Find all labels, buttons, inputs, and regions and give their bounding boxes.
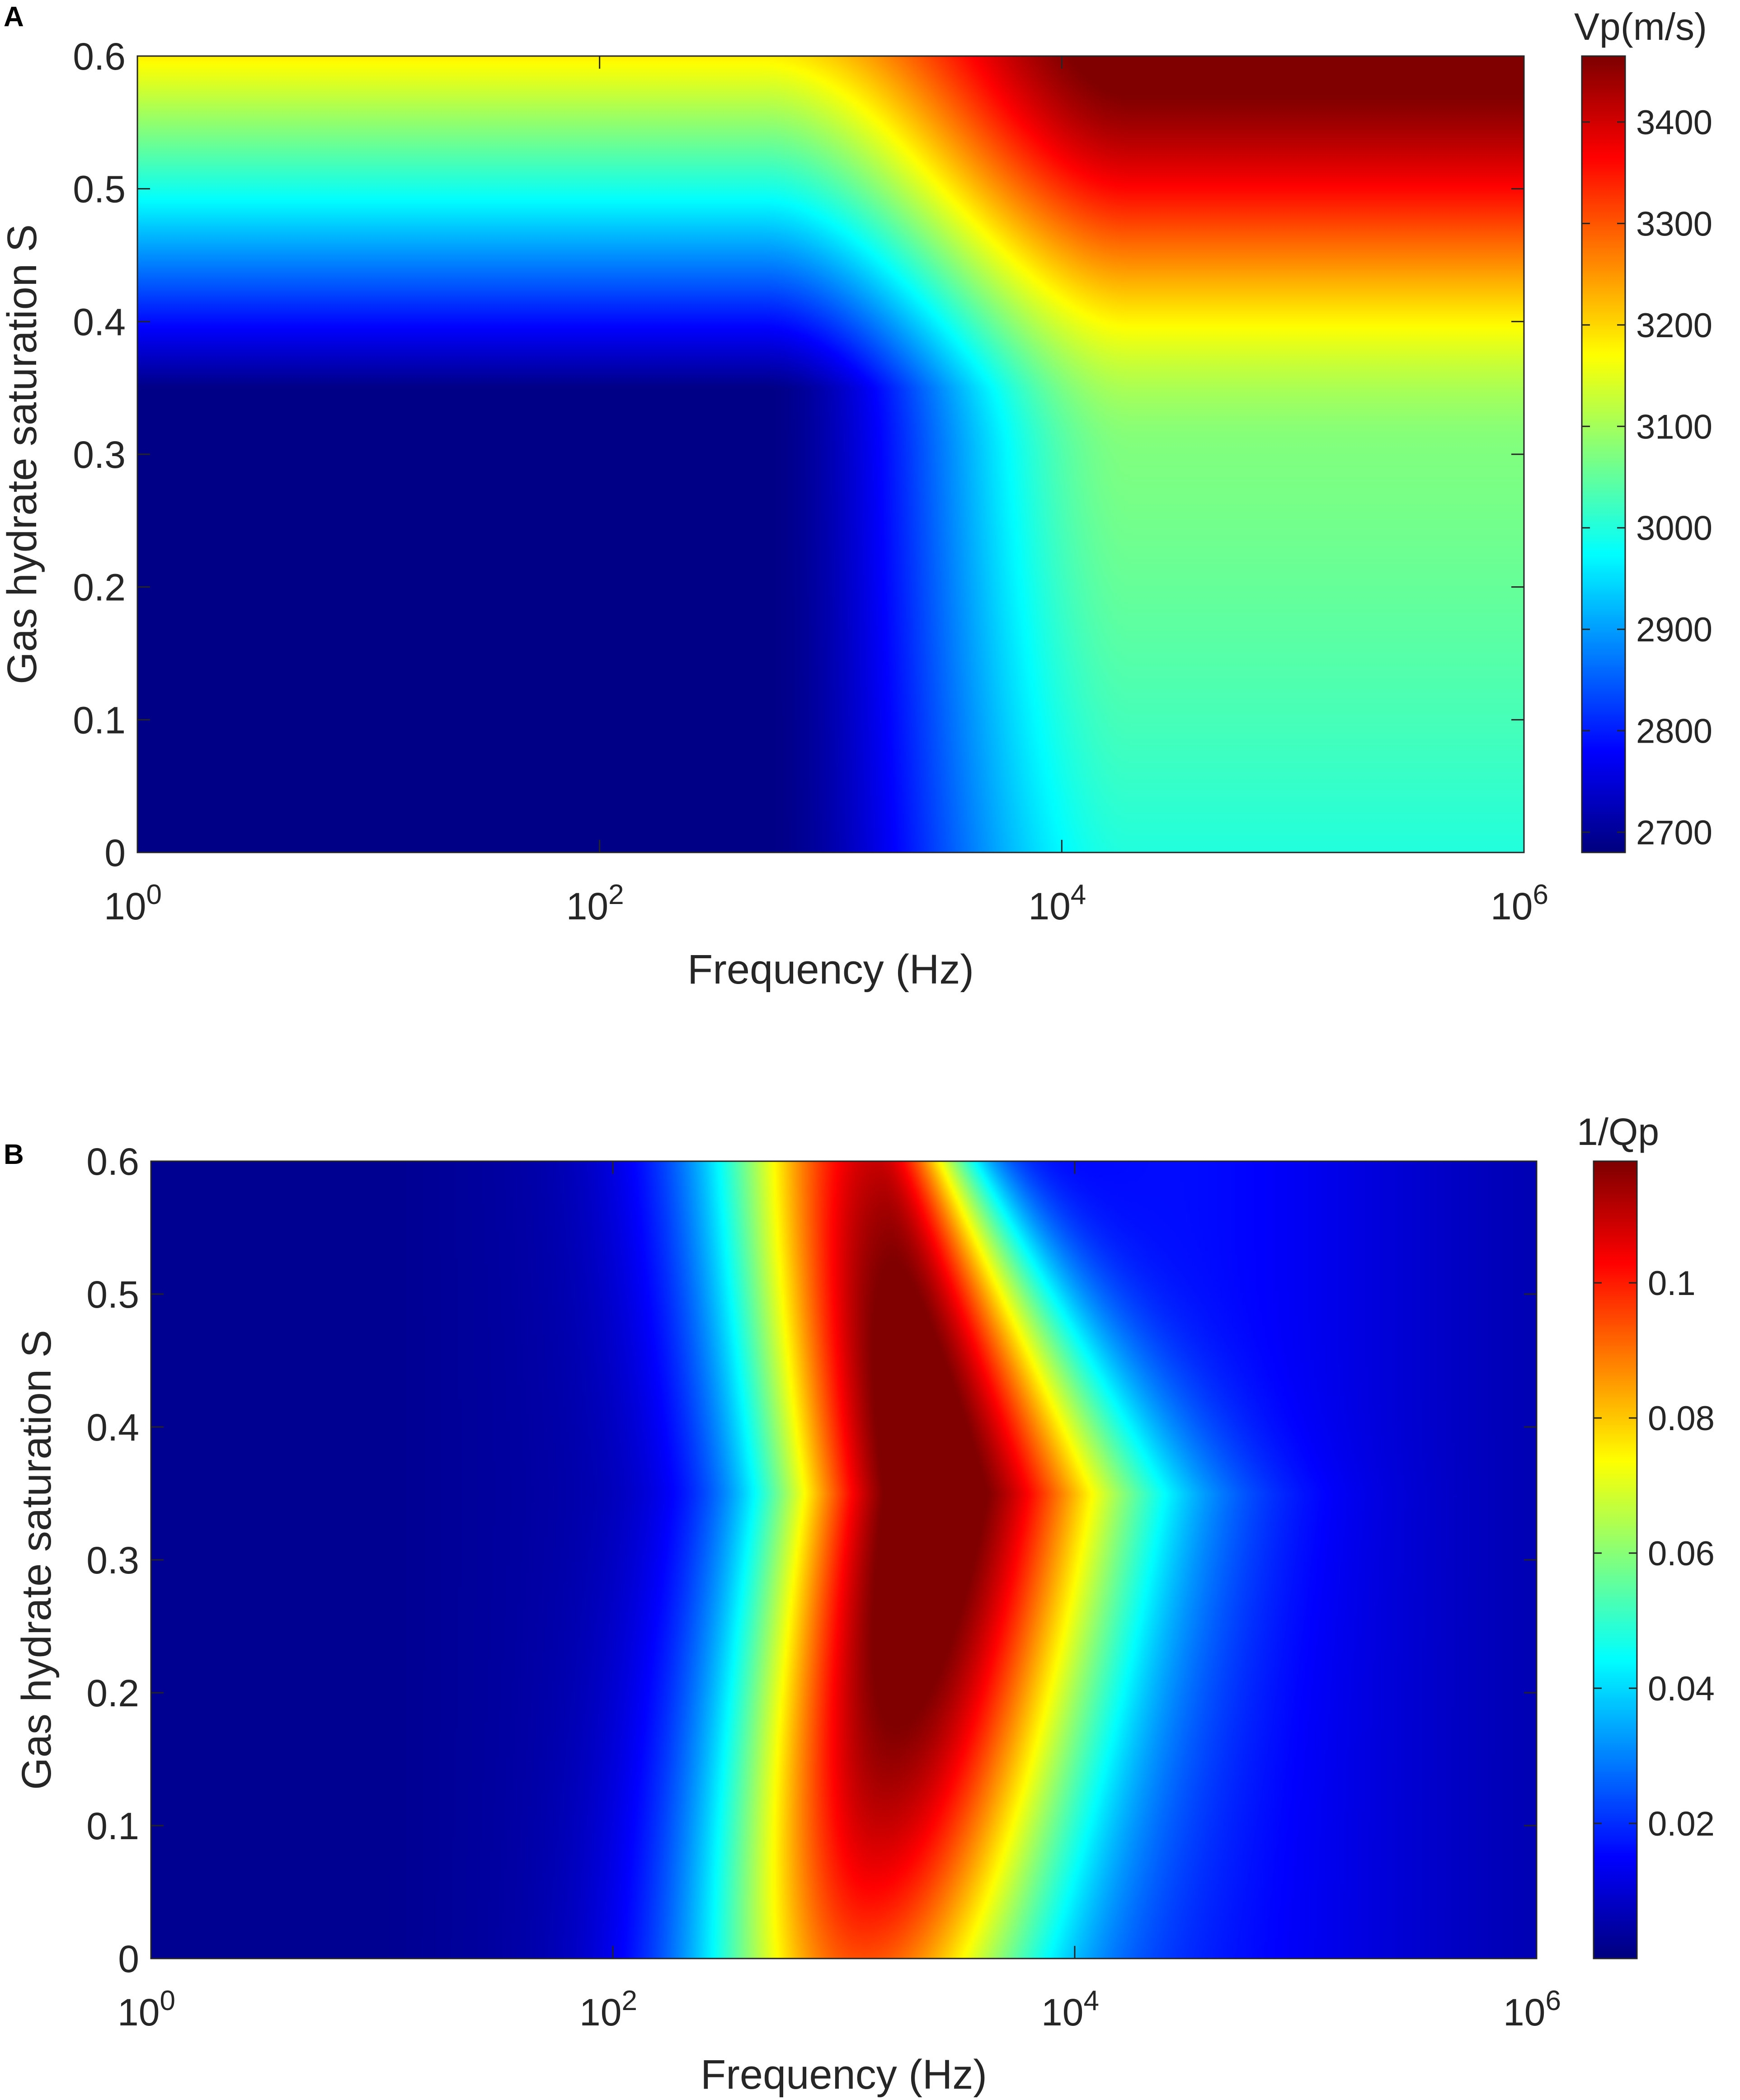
panel-a-letter: A: [4, 1, 24, 33]
panel-b-y-tick-label: 0.1: [86, 1805, 139, 1847]
panel-b-y-tick-label: 0.3: [86, 1539, 139, 1582]
panel-b-x-tick-label: 106: [1503, 1985, 1561, 2034]
panel-a-colorbar-tick-label: 3300: [1636, 205, 1712, 243]
panel-a-x-tick-exponent: 6: [1533, 879, 1548, 910]
panel-a-colorbar-title: Vp(m/s): [1574, 5, 1707, 48]
panel-b-colorbar-tick-label: 0.06: [1648, 1535, 1715, 1573]
panel-a-y-tick-label: 0.6: [73, 35, 126, 78]
panel-a-x-tick-exponent: 4: [1071, 879, 1086, 910]
panel-b-x-tick-base: 10: [1041, 1991, 1083, 2034]
panel-a-y-tick-label: 0: [104, 832, 126, 874]
panel-a-colorbar-tick-label: 3200: [1636, 306, 1712, 345]
panel-b-letter: B: [4, 1139, 24, 1170]
panel-b-colorbar-tick-label: 0.08: [1648, 1399, 1715, 1438]
panel-a-heatmap: [137, 56, 1524, 852]
panel-a-x-tick-base: 10: [566, 885, 608, 928]
panel-b-x-axis-label: Frequency (Hz): [701, 2052, 987, 2098]
panel-b-heatmap: [151, 1161, 1537, 1959]
panel-a-colorbar-axis: 2700 2800 2900 3000 3100 3200 3300 3400: [1582, 104, 1712, 852]
panel-b-y-tick-label: 0.2: [86, 1672, 139, 1714]
panel-b-x-tick-base: 10: [1503, 1991, 1545, 2034]
panel-a-colorbar-tick-label: 2900: [1636, 611, 1712, 649]
panel-b-colorbar-tick-label: 0.1: [1648, 1264, 1696, 1303]
panel-b-x-tick-label: 102: [579, 1985, 637, 2034]
panel-b-colorbar-tick-label: 0.04: [1648, 1670, 1715, 1708]
panel-b-x-tick-label: 100: [118, 1985, 175, 2034]
panel-b-colorbar-frame: [1593, 1160, 1638, 1959]
panel-b-colorbar-axis: 0.02 0.04 0.06 0.08 0.1: [1594, 1264, 1715, 1843]
panel-a-y-tick-label: 0.5: [73, 168, 126, 211]
panel-b-x-tick-label: 104: [1041, 1985, 1099, 2034]
panel-a-colorbar: [1582, 56, 1625, 852]
panel-b-y-tick-label: 0.5: [86, 1273, 139, 1316]
panel-a-x-tick-base: 10: [104, 885, 146, 928]
panel-a-x-tick-base: 10: [1491, 885, 1533, 928]
panel-a-colorbar-tick-label: 2800: [1636, 712, 1712, 751]
panel-a-colorbar-tick-label: 3400: [1636, 104, 1712, 142]
panel-a-colorbar-frame: [1581, 55, 1626, 853]
panel-a-y-tick-label: 0.2: [73, 566, 126, 609]
panel-b-y-tick-label: 0.4: [86, 1406, 139, 1449]
panel-a-x-tick-label: 102: [566, 879, 624, 928]
panel-b-x-tick-exponent: 0: [160, 1985, 175, 2016]
panel-a-x-tick-label: 100: [104, 879, 162, 928]
panel-b-colorbar-tick-label: 0.02: [1648, 1805, 1715, 1843]
panel-b-y-tick-label: 0.6: [86, 1140, 139, 1183]
panel-b-colorbar: [1594, 1161, 1637, 1959]
panel-a-y-tick-label: 0.1: [73, 699, 126, 741]
panel-a-y-tick-label: 0.4: [73, 301, 126, 343]
panel-a-colorbar-tick-label: 3000: [1636, 509, 1712, 548]
panel-b-colorbar-title: 1/Qp: [1577, 1111, 1659, 1153]
panel-a-x-axis-label: Frequency (Hz): [687, 946, 974, 993]
panel-b-x-tick-base: 10: [118, 1991, 160, 2034]
panel-a-y-tick-label: 0.3: [73, 433, 126, 476]
panel-a-y-axis-label: Gas hydrate saturation S: [0, 224, 45, 684]
panel-a-colorbar-tick-label: 2700: [1636, 814, 1712, 852]
panel-a-x-tick-base: 10: [1028, 885, 1070, 928]
panel-b-x-tick-exponent: 6: [1545, 1985, 1561, 2016]
panel-b-x-tick-base: 10: [579, 1991, 621, 2034]
panel-a-colorbar-tick-label: 3100: [1636, 408, 1712, 446]
panel-a-x-tick-label: 106: [1491, 879, 1548, 928]
panel-b-y-tick-label: 0: [118, 1938, 139, 1980]
panel-a-x-tick-exponent: 0: [146, 879, 161, 910]
panel-a-x-tick-exponent: 2: [608, 879, 624, 910]
panel-b-y-axis-label: Gas hydrate saturation S: [14, 1330, 60, 1790]
panel-a-x-tick-label: 104: [1028, 879, 1086, 928]
panel-b-x-tick-exponent: 2: [621, 1985, 637, 2016]
panel-b-x-tick-exponent: 4: [1083, 1985, 1099, 2016]
